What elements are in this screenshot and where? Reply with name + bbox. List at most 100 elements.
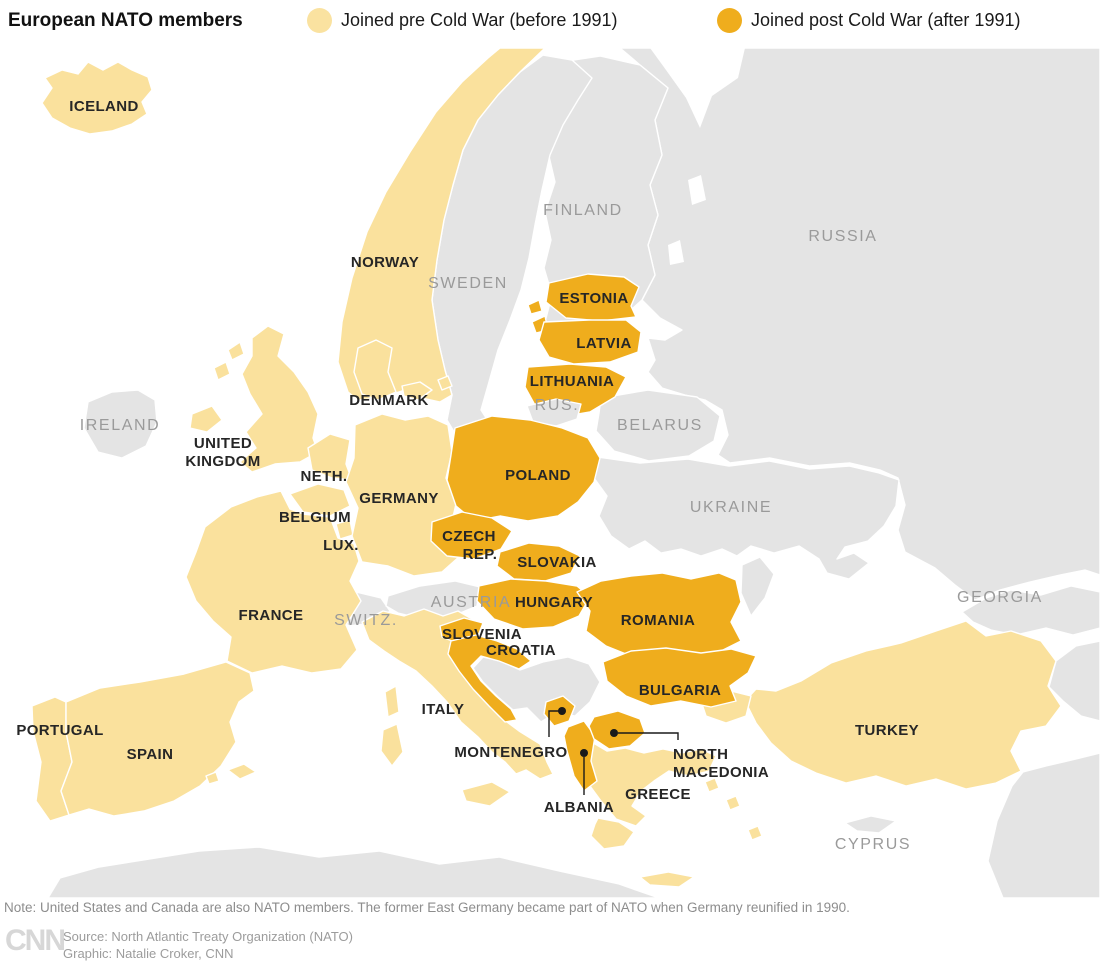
country-czech-republic xyxy=(430,511,513,560)
country-norway xyxy=(337,47,546,403)
country-north-macedonia xyxy=(588,710,646,750)
header: European NATO members Joined pre Cold Wa… xyxy=(0,0,1100,46)
source-line: Source: North Atlantic Treaty Organizati… xyxy=(63,929,353,944)
uk-islands xyxy=(213,341,245,381)
montenegro-callout-dot xyxy=(558,707,566,715)
label-switzerland: SWITZ. xyxy=(334,612,398,629)
label-austria: AUSTRIA xyxy=(431,594,512,611)
country-romania xyxy=(576,572,742,657)
white-sea xyxy=(650,48,745,128)
country-turkey xyxy=(744,620,1062,790)
label-lithuania: LITHUANIA xyxy=(530,373,614,390)
label-sweden: SWEDEN xyxy=(428,275,508,292)
country-greece xyxy=(565,740,717,827)
island-sardinia xyxy=(380,723,404,767)
legend-item-pre-cold-war: Joined pre Cold War (before 1991) xyxy=(307,8,617,33)
cnn-logo: CNN xyxy=(5,924,66,957)
montenegro-callout-line xyxy=(548,710,562,737)
country-iceland xyxy=(41,61,153,135)
country-moldova xyxy=(740,556,775,617)
label-finland: FINLAND xyxy=(543,202,623,219)
label-ireland: IRELAND xyxy=(80,417,161,434)
albania-callout-dot xyxy=(580,749,588,757)
label-poland: POLAND xyxy=(505,467,571,484)
label-ukraine: UKRAINE xyxy=(690,499,772,516)
country-france xyxy=(185,490,362,674)
label-georgia: GEORGIA xyxy=(957,589,1043,606)
greece-peloponnese xyxy=(590,817,635,850)
label-slovenia: SLOVENIA xyxy=(442,626,522,643)
island-crete xyxy=(639,871,695,888)
label-russia: RUSSIA xyxy=(808,228,877,245)
country-ireland xyxy=(83,389,158,459)
label-north-macedonia-line1: NORTH xyxy=(673,746,728,763)
country-slovakia xyxy=(496,542,581,582)
label-iceland: ICELAND xyxy=(69,98,138,115)
country-poland xyxy=(446,415,601,522)
island-corsica xyxy=(384,685,400,718)
country-georgia xyxy=(961,585,1100,636)
country-uk-northern-ireland xyxy=(189,405,223,433)
label-netherlands: NETH. xyxy=(301,468,348,485)
label-spain: SPAIN xyxy=(127,746,174,763)
label-croatia: CROATIA xyxy=(486,642,556,659)
country-bulgaria xyxy=(602,647,757,708)
label-united-kingdom-line2: KINGDOM xyxy=(185,453,260,470)
country-belgium xyxy=(289,483,351,517)
label-north-macedonia-line2: MACEDONIA xyxy=(673,764,769,781)
label-portugal: PORTUGAL xyxy=(16,722,103,739)
label-montenegro: MONTENEGRO xyxy=(454,744,567,761)
legend-item-post-cold-war: Joined post Cold War (after 1991) xyxy=(717,8,1020,33)
country-denmark-islands xyxy=(401,375,453,401)
country-estonia xyxy=(545,273,640,322)
label-romania: ROMANIA xyxy=(621,612,695,629)
label-belarus: BELARUS xyxy=(617,417,703,434)
region-north-africa xyxy=(47,846,660,899)
label-belgium: BELGIUM xyxy=(279,509,351,526)
label-slovakia: SLOVAKIA xyxy=(517,554,597,571)
country-hungary xyxy=(476,578,591,630)
label-turkey: TURKEY xyxy=(855,722,919,739)
legend-label: Joined post Cold War (after 1991) xyxy=(751,10,1021,30)
label-greece: GREECE xyxy=(625,786,691,803)
label-denmark: DENMARK xyxy=(349,392,428,409)
label-hungary: HUNGARY xyxy=(515,594,593,611)
note-text: Note: United States and Canada are also … xyxy=(4,900,850,915)
label-united-kingdom-line1: UNITED xyxy=(194,435,252,452)
label-kaliningrad-rus: RUS. xyxy=(535,397,580,414)
country-italy xyxy=(361,608,554,780)
country-united-kingdom xyxy=(239,325,319,473)
country-belarus xyxy=(595,389,721,462)
label-czech-rep-line2: REP. xyxy=(463,546,498,563)
region-middle-east xyxy=(987,752,1100,899)
north-macedonia-callout-dot xyxy=(610,729,618,737)
country-spain xyxy=(60,661,255,817)
country-croatia xyxy=(447,634,532,723)
label-luxembourg: LUX. xyxy=(323,537,359,554)
post-cold-war-swatch-icon xyxy=(717,8,742,33)
label-latvia: LATVIA xyxy=(576,335,631,352)
lake-ladoga xyxy=(668,175,706,265)
country-austria xyxy=(385,580,481,620)
island-sicily xyxy=(461,781,511,807)
page-title: European NATO members xyxy=(8,10,243,31)
label-albania: ALBANIA xyxy=(544,799,614,816)
label-france: FRANCE xyxy=(239,607,304,624)
label-cyprus: CYPRUS xyxy=(835,836,911,853)
country-denmark xyxy=(353,339,397,401)
aegean-islands xyxy=(704,777,763,841)
legend-label: Joined pre Cold War (before 1991) xyxy=(341,10,618,30)
label-norway: NORWAY xyxy=(351,254,419,271)
country-cyprus xyxy=(844,815,897,834)
label-czech-rep-line1: CZECH xyxy=(442,528,496,545)
country-latvia xyxy=(538,319,642,365)
pre-cold-war-swatch-icon xyxy=(307,8,332,33)
north-macedonia-callout-line xyxy=(618,732,679,740)
credits: Source: North Atlantic Treaty Organizati… xyxy=(63,928,353,962)
label-germany: GERMANY xyxy=(359,490,438,507)
graphic-credit-line: Graphic: Natalie Croker, CNN xyxy=(63,946,234,961)
islands-balearic xyxy=(205,763,257,785)
country-armenia-azerbaijan xyxy=(1048,640,1100,722)
